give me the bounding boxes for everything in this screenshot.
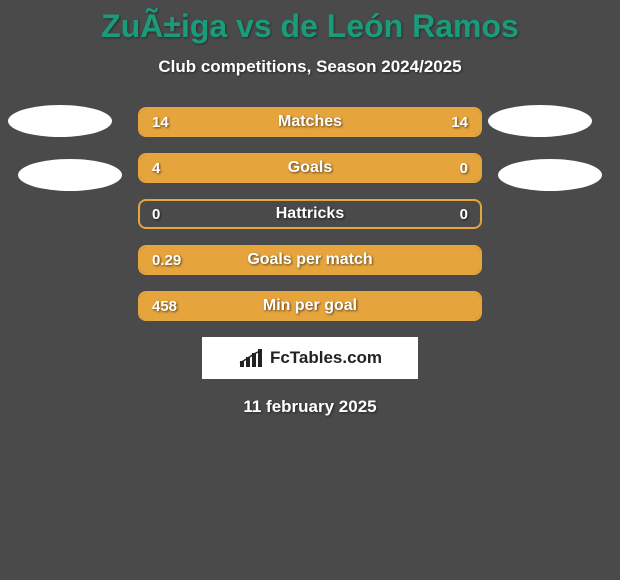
stat-label: Goals xyxy=(140,155,480,181)
stat-row: Goals4 0 xyxy=(138,153,482,183)
snapshot-date: 11 february 2025 xyxy=(0,397,620,417)
stat-row: Goals per match0.29 xyxy=(138,245,482,275)
stat-label: Goals per match xyxy=(140,247,480,273)
player-left-avatar-shape-1 xyxy=(8,105,112,137)
stat-label: Hattricks xyxy=(140,201,480,227)
stat-label: Matches xyxy=(140,109,480,135)
bar-chart-icon xyxy=(238,347,266,369)
source-logo-text: FcTables.com xyxy=(270,348,382,368)
stats-area: Matches1414Goals40Hattricks00Goals per m… xyxy=(0,107,620,417)
stat-value-right: 14 xyxy=(451,109,468,135)
comparison-subtitle: Club competitions, Season 2024/2025 xyxy=(0,57,620,77)
stat-value-left: 0.29 xyxy=(152,247,181,273)
stat-label: Min per goal xyxy=(140,293,480,319)
player-right-avatar-shape-2 xyxy=(498,159,602,191)
source-logo: FcTables.com xyxy=(202,337,418,379)
comparison-title: ZuÃ±iga vs de León Ramos xyxy=(0,0,620,45)
stat-value-right: 0 xyxy=(460,201,468,227)
stat-value-left: 4 xyxy=(152,155,160,181)
stat-row: Hattricks0 0 xyxy=(138,199,482,229)
stat-value-left: 14 xyxy=(152,109,169,135)
player-left-avatar-shape-2 xyxy=(18,159,122,191)
stat-rows-container: Matches1414Goals40Hattricks00Goals per m… xyxy=(0,107,620,321)
stat-value-left: 0 xyxy=(152,201,160,227)
stat-row: Matches14 14 xyxy=(138,107,482,137)
stat-row: Min per goal458 xyxy=(138,291,482,321)
player-right-avatar-shape-1 xyxy=(488,105,592,137)
stat-value-left: 458 xyxy=(152,293,177,319)
stat-value-right: 0 xyxy=(460,155,468,181)
